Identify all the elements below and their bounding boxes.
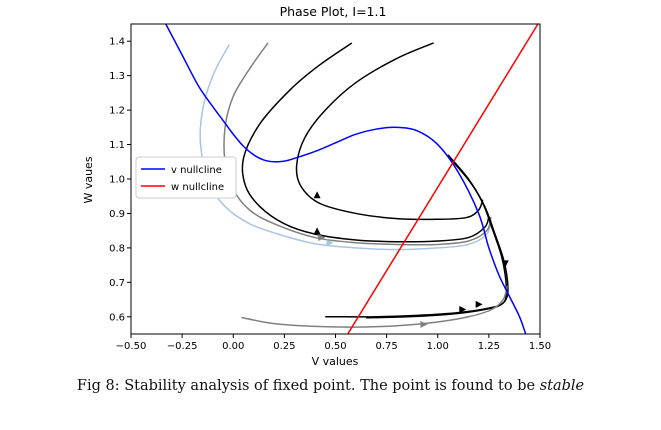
nullcline-line — [165, 24, 527, 334]
nullcline-line — [347, 24, 539, 334]
x-tick-label: 1.00 — [427, 341, 449, 352]
y-axis-ticks: 0.6 0.7 0.8 0.9 1.0 1.1 1.2 1.3 1.4 — [109, 37, 131, 323]
x-tick-label: 1.25 — [478, 341, 500, 352]
x-tick-label: 0.00 — [222, 341, 244, 352]
direction-arrow — [459, 306, 467, 314]
trajectory-line — [199, 44, 492, 251]
trajectory-line — [366, 157, 509, 319]
x-axis-title: V values — [312, 355, 359, 368]
y-tick-label: 1.1 — [109, 140, 125, 151]
trajectory-line — [241, 42, 490, 243]
y-tick-label: 1.0 — [109, 175, 125, 186]
legend-label-w-nullcline: w nullcline — [171, 182, 224, 193]
y-tick-label: 0.8 — [109, 243, 125, 254]
y-tick-label: 0.9 — [109, 209, 125, 220]
direction-arrow — [313, 191, 321, 199]
direction-arrow — [501, 260, 509, 268]
caption-emphasis: stable — [539, 378, 585, 394]
chart-title: Phase Plot, I=1.1 — [280, 4, 387, 19]
direction-arrow — [326, 239, 334, 247]
legend-frame — [135, 156, 237, 199]
y-tick-label: 1.3 — [109, 71, 125, 82]
direction-arrow — [318, 234, 326, 242]
trajectory-line — [295, 42, 484, 221]
x-tick-label: 1.50 — [529, 341, 551, 352]
caption-text: Fig 8: Stability analysis of fixed point… — [76, 378, 536, 394]
y-tick-label: 1.4 — [109, 37, 125, 48]
phase-plot-figure: Phase Plot, I=1.1 −0.50 −0.25 0.00 0.25 0.50… — [82, 4, 551, 368]
figure-caption: Fig 8: Stability analysis of fixed point… — [0, 378, 661, 394]
y-tick-label: 0.7 — [109, 278, 125, 289]
x-axis-ticks: −0.50 −0.25 0.00 0.25 0.50 0.75 1.00 1.25 1.50 — [116, 334, 551, 352]
x-tick-label: 0.75 — [375, 341, 397, 352]
x-tick-label: −0.25 — [167, 341, 198, 352]
legend-label-v-nullcline: v nullcline — [171, 165, 222, 176]
y-tick-label: 1.2 — [109, 106, 125, 117]
y-axis-title: W vaues — [82, 156, 95, 203]
x-tick-label: 0.25 — [273, 341, 295, 352]
direction-arrow — [313, 227, 321, 235]
legend: v nullcline w nullcline — [135, 156, 237, 199]
x-tick-label: −0.50 — [116, 341, 147, 352]
y-tick-label: 0.6 — [109, 312, 125, 323]
trajectory-line — [223, 42, 492, 246]
trajectory-line — [241, 285, 509, 328]
direction-arrow — [420, 320, 428, 328]
x-tick-label: 0.50 — [324, 341, 346, 352]
direction-arrow — [475, 300, 483, 308]
